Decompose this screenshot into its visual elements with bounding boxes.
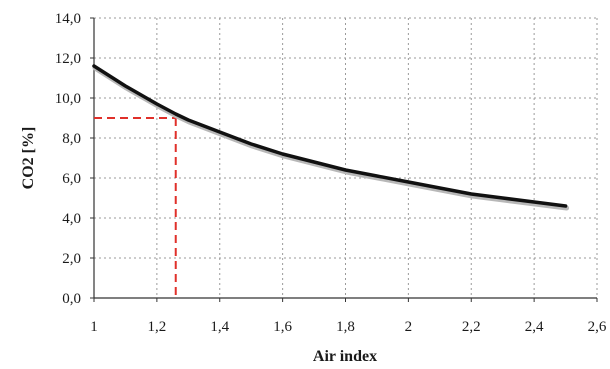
y-tick-label: 4,0 — [62, 211, 81, 227]
y-axis-title: CO2 [%] — [20, 127, 37, 190]
x-tick-label: 1,6 — [273, 319, 292, 335]
y-tick-label: 8,0 — [62, 131, 81, 147]
grid-lines — [94, 17, 598, 298]
dashed-marker — [94, 117, 177, 298]
x-axis-title: Air index — [313, 348, 377, 365]
y-tick-label: 12,0 — [55, 51, 81, 67]
x-tick-label: 2 — [405, 319, 413, 335]
x-tick-label: 1 — [90, 319, 98, 335]
x-tick-label: 2,4 — [525, 319, 544, 335]
x-tick-label: 2,6 — [588, 319, 607, 335]
x-tick-label: 2,2 — [462, 319, 481, 335]
y-tick-labels: 0,0 2,0 4,0 6,0 8,0 10,0 12,0 14,0 — [55, 11, 81, 307]
series-lines — [92, 64, 570, 211]
y-tick-label: 2,0 — [62, 251, 81, 267]
x-tick-labels: 1 1,2 1,4 1,6 1,8 2 2,2 2,4 2,6 — [90, 319, 607, 335]
x-tick-label: 1,2 — [148, 319, 167, 335]
series-line — [92, 64, 568, 208]
y-tick-label: 14,0 — [55, 11, 81, 27]
x-tick-label: 1,8 — [336, 319, 355, 335]
y-tick-label: 0,0 — [62, 291, 81, 307]
y-tick-label: 6,0 — [62, 171, 81, 187]
x-tick-label: 1,4 — [210, 319, 229, 335]
y-tick-label: 10,0 — [55, 91, 81, 107]
axes — [90, 17, 598, 302]
